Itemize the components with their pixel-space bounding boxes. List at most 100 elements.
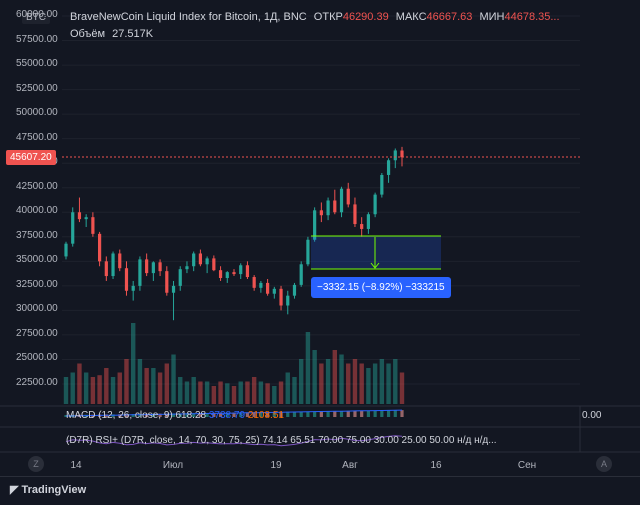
volume-value: 27.517K [112,28,154,40]
volume-bar [379,359,385,404]
candle-body[interactable] [131,285,135,291]
candle-body[interactable] [339,188,344,213]
volume-bar [218,381,223,404]
candle-body[interactable] [386,160,391,175]
candle-body[interactable] [138,259,142,286]
candle-body[interactable] [380,174,384,195]
candle-body[interactable] [245,265,250,278]
candle-body[interactable] [232,272,236,275]
candle-body[interactable] [393,150,397,161]
candle-body[interactable] [91,217,95,234]
rsi-value-6: 25.00 [401,435,427,446]
candle-body[interactable] [252,277,256,288]
candle-body[interactable] [333,200,337,213]
candle-body[interactable] [346,188,350,205]
price-axis-label: 42500.00 [16,180,58,192]
volume-bar [346,363,351,404]
candle-body[interactable] [192,253,196,267]
z-button[interactable]: Z [28,456,44,472]
volume-legend: Объём 27.517K [70,28,153,40]
candle-body[interactable] [64,243,68,257]
candle-body[interactable] [205,258,209,265]
candle-body[interactable] [313,210,317,240]
time-axis-label: Авг [342,460,358,471]
candle-body[interactable] [239,265,243,275]
time-axis-label: Июл [163,460,183,471]
candle-body[interactable] [84,217,88,220]
candle-body[interactable] [353,204,357,225]
macd-bar [192,413,196,417]
price-axis-label: 30000.00 [16,303,58,315]
macd-bar [266,412,270,417]
price-axis-label: 52500.00 [16,82,58,94]
candle-body[interactable] [212,258,216,271]
candle-body[interactable] [145,259,149,274]
rsi-value-2: 65.51 [290,435,316,446]
candle-body[interactable] [319,210,323,216]
macd-bar [151,413,155,417]
candle-body[interactable] [165,271,169,293]
price-axis-label: 47500.00 [16,131,58,143]
price-axis-label: 55000.00 [16,58,58,70]
price-axis-label: 60000.00 [16,9,58,20]
time-axis-label: 16 [430,460,442,471]
volume-label: Объём [70,28,106,40]
macd-bar [292,411,297,417]
candle-body[interactable] [98,233,102,262]
candle-body[interactable] [218,270,223,279]
volume-bar [137,359,143,404]
candle-body[interactable] [104,261,108,277]
tradingview-logo[interactable]: ◤ TradingView [10,483,86,496]
candle-body[interactable] [118,253,122,269]
candle-body[interactable] [178,269,182,286]
macd-bar [259,412,263,417]
rsi-legend[interactable]: (D7R) RSI+ (D7R, close, 14, 70, 30, 75, … [66,435,497,446]
macd-bar [232,412,236,417]
candle-body[interactable] [259,282,263,288]
candle-body[interactable] [326,200,330,216]
candle-body[interactable] [111,253,115,277]
candle-body[interactable] [71,212,75,244]
candle-body[interactable] [171,285,176,293]
candle-body[interactable] [400,150,404,158]
macd-bar [373,410,377,417]
macd-bar [360,410,364,417]
volume-bar [117,372,122,404]
candle-body[interactable] [124,268,129,291]
macd-bar [299,411,303,417]
candle-body[interactable] [373,194,377,215]
candle-body[interactable] [77,212,82,220]
time-axis-label: 19 [270,460,282,471]
macd-legend[interactable]: MACD (12, 26, close, 9) 618.28 3738.79 2… [66,410,284,421]
candle-body[interactable] [272,288,276,294]
candle-body[interactable] [286,295,290,306]
measure-box[interactable] [311,236,441,269]
chart-title[interactable]: BraveNewCoin Liquid Index for Bitcoin, 1… [70,11,307,23]
chart-canvas[interactable]: 14 Июл 19 Авг 16 Сен [0,0,640,476]
candle-body[interactable] [185,266,189,270]
symbol-badge[interactable]: BTC [22,11,50,24]
candle-body[interactable] [279,288,283,306]
auto-scale-button[interactable]: A [596,456,612,472]
candle-body[interactable] [158,262,162,272]
volume-bar [124,359,129,404]
volume-bar [299,359,304,404]
candle-body[interactable] [292,284,297,296]
macd-bar [333,411,337,417]
candle-body[interactable] [198,253,202,265]
macd-label: MACD (12, 26, close, 9) [66,410,173,421]
high-value: 46667.63 [426,11,473,23]
candle-body[interactable] [366,214,370,229]
macd-bar [225,412,229,417]
candle-body[interactable] [306,239,310,265]
volume-bar [265,383,270,404]
candle-body[interactable] [266,282,270,294]
volume-bar [366,368,371,404]
candle-body[interactable] [360,224,364,229]
macd-bar [386,410,391,417]
volume-bar [272,386,277,404]
candle-body[interactable] [299,264,303,285]
candle-body[interactable] [225,272,229,279]
candle-body[interactable] [151,262,155,274]
volume-bar [359,363,364,404]
